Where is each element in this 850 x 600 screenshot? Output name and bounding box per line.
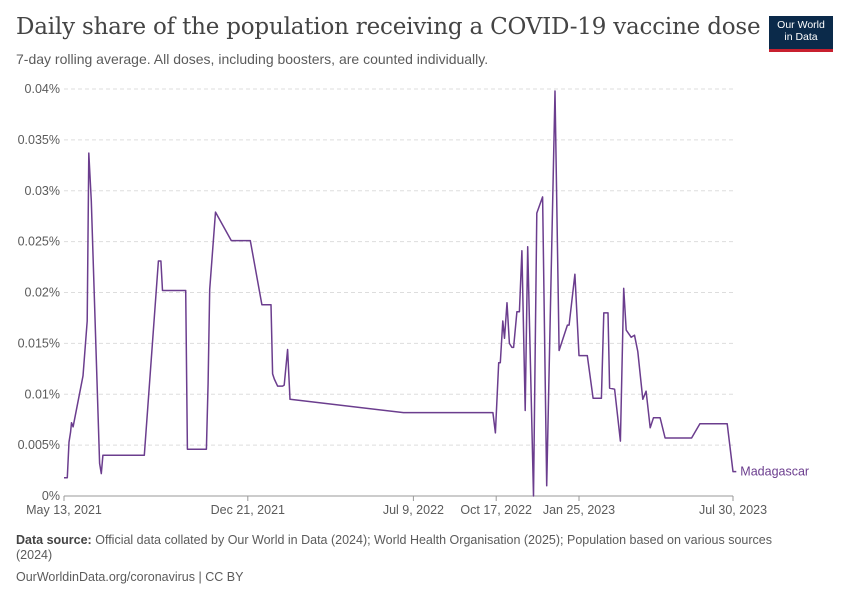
x-tick-label: May 13, 2021 [26,503,102,517]
data-source-text: Official data collated by Our World in D… [16,533,772,562]
data-source-note: Data source: Official data collated by O… [16,533,806,563]
line-chart: 0% 0.005% 0.01% 0.015% 0.02% 0.025% 0.03% 0.035… [18,82,810,517]
y-tick-label: 0.03% [25,184,60,198]
y-tick-label: 0.04% [25,82,60,96]
logo-line-1: Our World [777,19,825,31]
owid-logo[interactable]: Our World in Data [769,16,833,52]
y-tick-label: 0.025% [18,235,60,249]
y-tick-label: 0.035% [18,133,60,147]
y-tick-label: 0.005% [18,438,60,452]
x-tick-label: Oct 17, 2022 [460,503,532,517]
y-tick-label: 0% [42,489,60,503]
chart-subtitle: 7-day rolling average. All doses, includ… [16,51,489,67]
x-tick-label: Dec 21, 2021 [211,503,285,517]
y-tick-label: 0.01% [25,387,60,401]
x-tick-label: Jan 25, 2023 [543,503,615,517]
chart-title: Daily share of the population receiving … [16,14,761,40]
series-label: Madagascar [740,465,809,479]
x-tick-label: Jul 9, 2022 [383,503,444,517]
y-tick-label: 0.015% [18,336,60,350]
x-tick-label: Jul 30, 2023 [699,503,767,517]
series-line-madagascar [64,90,737,497]
license-link[interactable]: OurWorldinData.org/coronavirus | CC BY [16,570,244,584]
y-tick-label: 0.02% [25,286,60,300]
logo-line-2: in Data [784,31,818,43]
data-source-label: Data source: [16,533,92,547]
